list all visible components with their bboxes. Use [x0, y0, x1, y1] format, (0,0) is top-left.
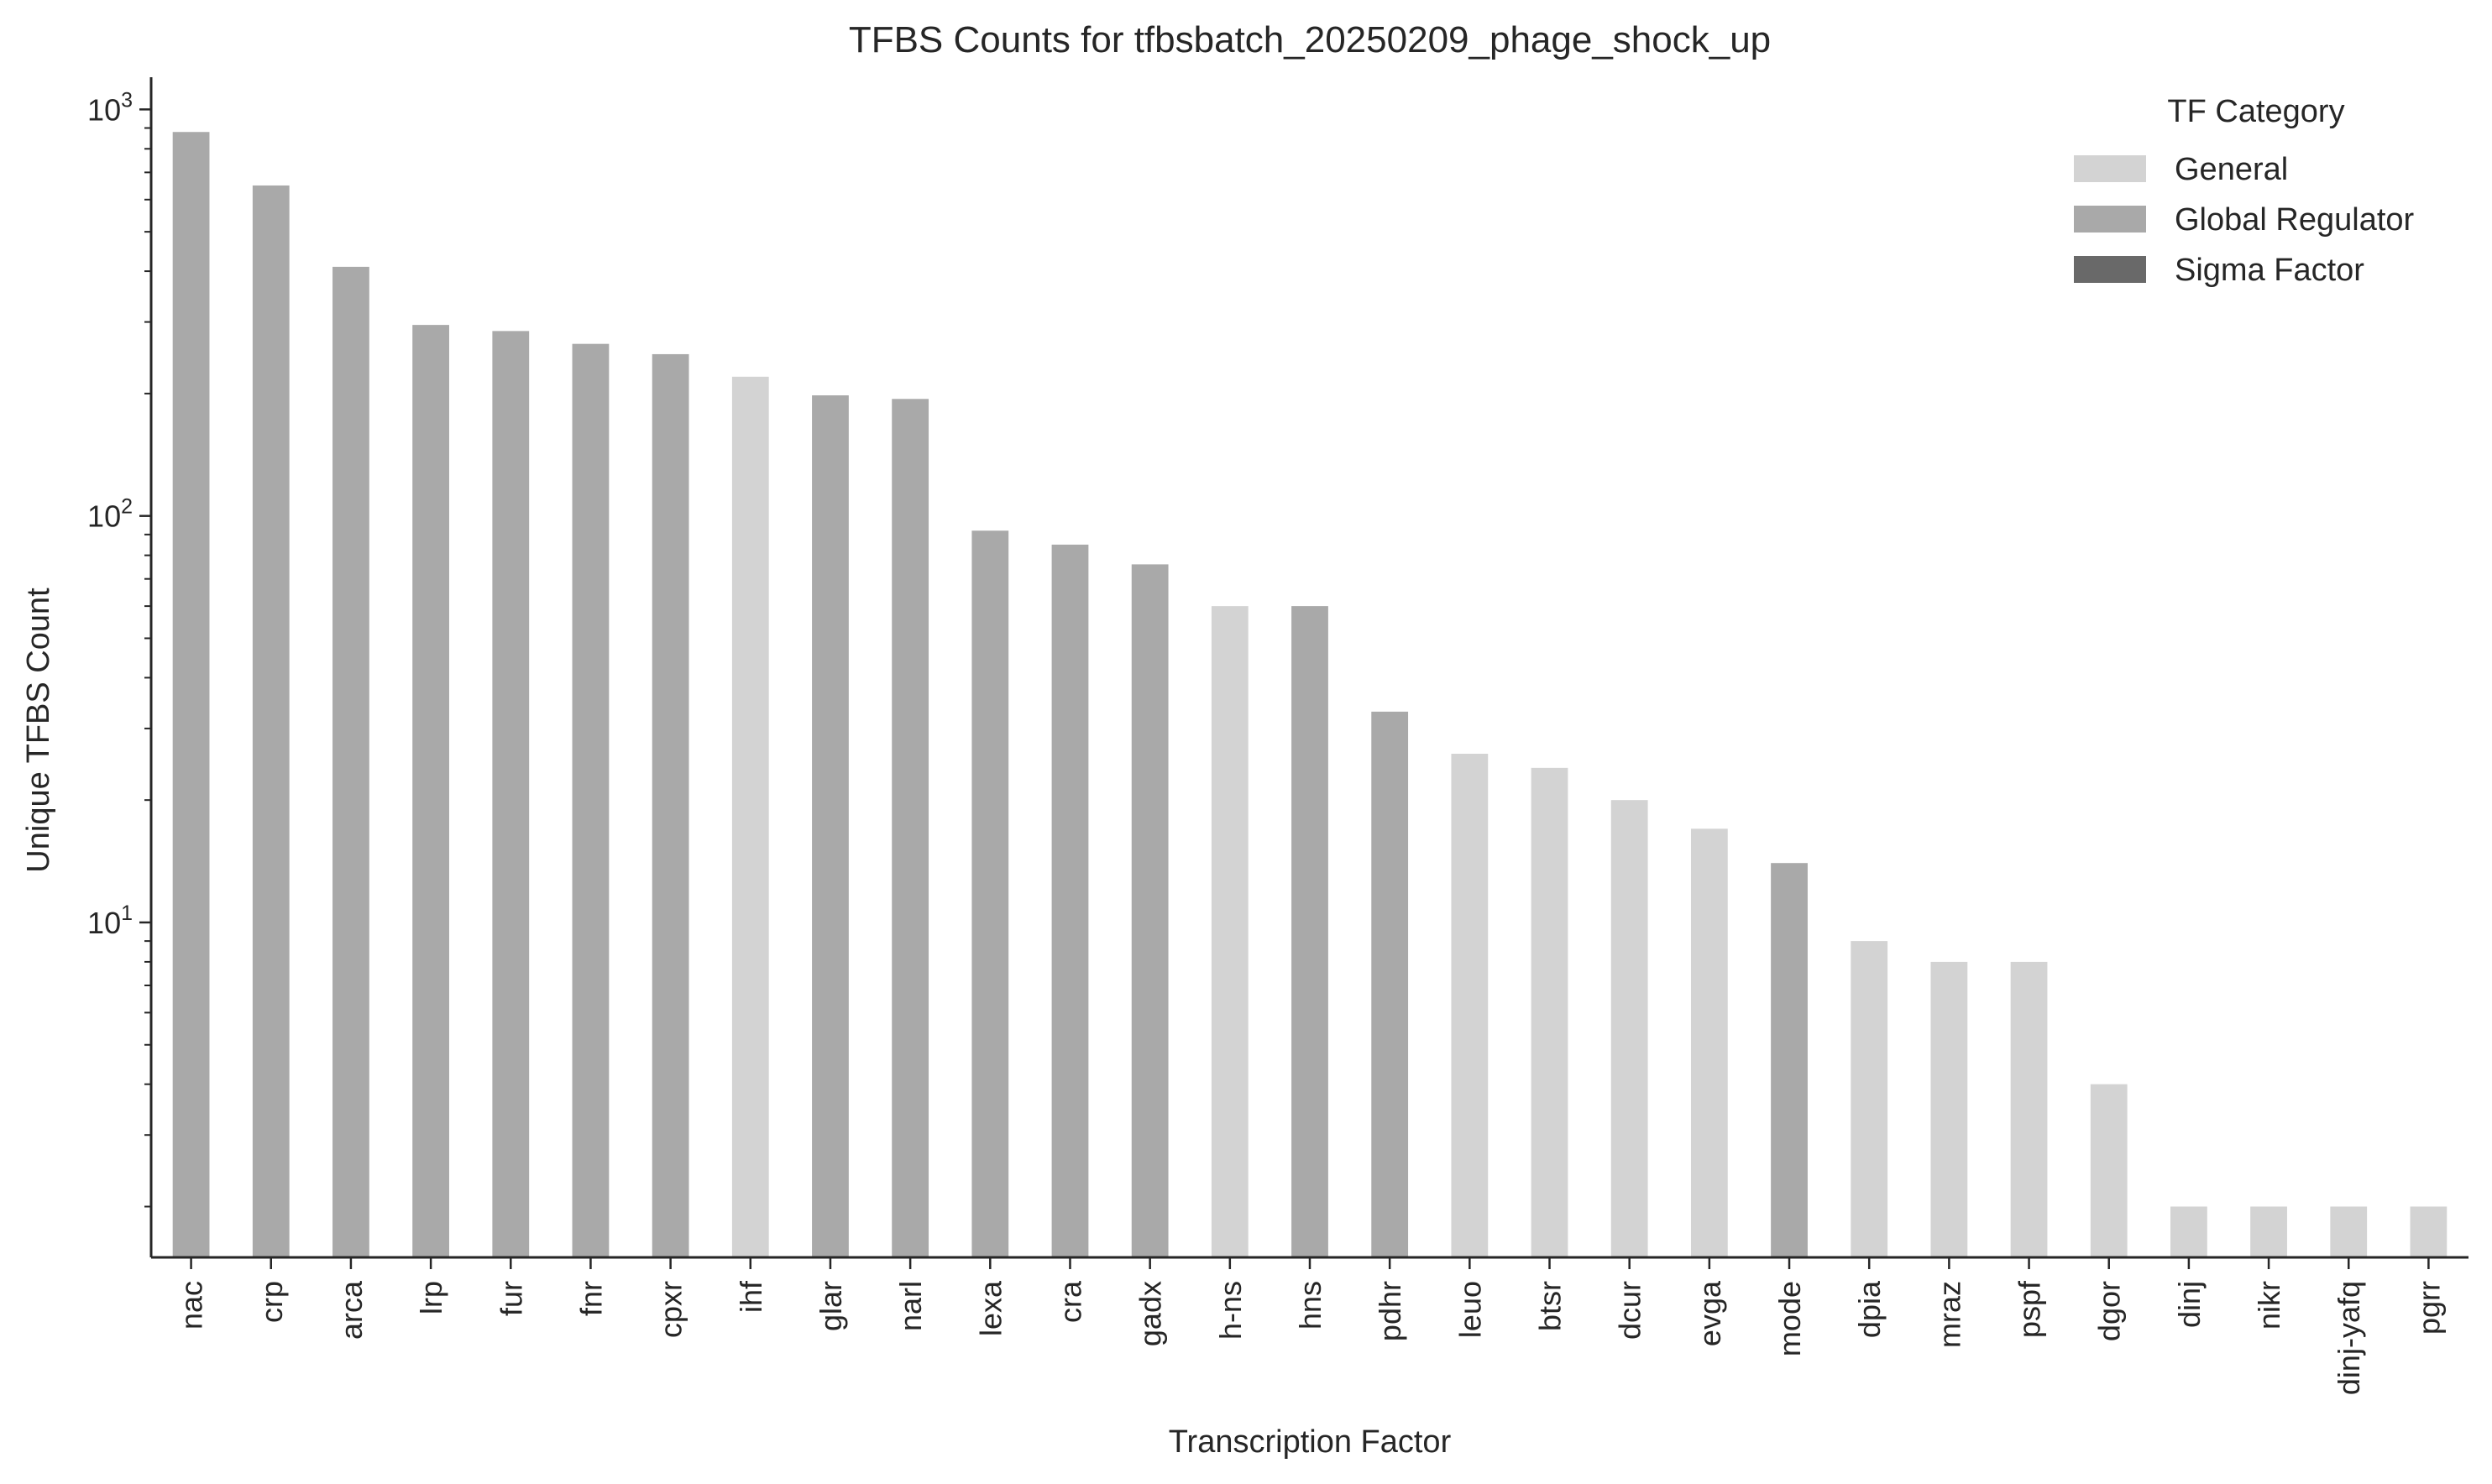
bar-evga: [1690, 828, 1728, 1257]
bar-lrp: [412, 325, 449, 1257]
bar-dcur: [1610, 800, 1648, 1257]
bar-mraz: [1930, 961, 1968, 1257]
x-tick-label-glar: glar: [814, 1281, 848, 1331]
bar-narl: [892, 399, 929, 1257]
x-tick-label-h-ns: h-ns: [1213, 1281, 1248, 1340]
bar-pspf: [2010, 961, 2048, 1257]
x-tick-label-leuo: leuo: [1453, 1281, 1487, 1338]
legend-label-global-regulator: Global Regulator: [2175, 202, 2415, 238]
bar-nac: [172, 132, 210, 1257]
bar-dpia: [1851, 941, 1888, 1257]
x-tick-label-fnr: fnr: [573, 1281, 608, 1316]
x-tick-label-dinj-yafq: dinj-yafq: [2332, 1281, 2366, 1395]
bar-gadx: [1131, 564, 1169, 1257]
x-tick-label-cra: cra: [1053, 1280, 1087, 1323]
bar-mode: [1771, 863, 1808, 1257]
y-axis-label: Unique TFBS Count: [21, 588, 56, 873]
bars-group: [172, 132, 2448, 1258]
bar-glar: [812, 395, 849, 1257]
bar-cra: [1051, 544, 1089, 1257]
bar-crp: [252, 185, 290, 1257]
x-tick-label-arca: arca: [334, 1280, 369, 1340]
legend-swatch-sigma-factor: [2074, 256, 2146, 283]
y-axis: 101 102 103: [87, 77, 153, 1257]
x-axis-label: Transcription Factor: [1169, 1424, 1452, 1460]
x-tick-label-pdhr: pdhr: [1373, 1281, 1407, 1341]
y-tick-label: 103: [87, 88, 133, 127]
bar-cpxr: [652, 353, 689, 1257]
x-tick-label-fur: fur: [494, 1281, 528, 1316]
bar-nikr: [2250, 1206, 2287, 1257]
bar-lexa: [971, 530, 1009, 1257]
bar-btsr: [1531, 767, 1568, 1257]
bar-leuo: [1451, 753, 1489, 1257]
x-axis: nac crp arca lrp fur fnr cpxr ihf glar narl lexa cr…: [151, 1256, 2468, 1395]
x-tick-label-ihf: ihf: [734, 1280, 768, 1313]
x-tick-label-pgrr: pgrr: [2411, 1281, 2446, 1335]
x-tick-label-dcur: dcur: [1613, 1281, 1647, 1340]
x-tick-label-gadx: gadx: [1133, 1281, 1168, 1346]
x-tick-label-mode: mode: [1772, 1281, 1807, 1356]
x-tick-label-btsr: btsr: [1533, 1281, 1568, 1331]
legend-label-general: General: [2175, 152, 2288, 187]
bar-fnr: [572, 343, 610, 1258]
bar-ihf: [731, 376, 769, 1257]
bar-hns: [1291, 606, 1328, 1257]
legend-title: TF Category: [2167, 94, 2344, 129]
x-tick-label-nac: nac: [175, 1281, 209, 1330]
bar-dinj-yafq: [2330, 1206, 2368, 1257]
x-tick-label-lrp: lrp: [414, 1281, 448, 1314]
x-tick-label-nikr: nikr: [2252, 1281, 2286, 1330]
x-tick-label-narl: narl: [893, 1281, 928, 1331]
x-tick-label-dinj: dinj: [2172, 1281, 2207, 1328]
legend-swatch-general: [2074, 155, 2146, 182]
x-tick-label-dpia: dpia: [1852, 1280, 1887, 1338]
x-tick-label-hns: hns: [1293, 1281, 1327, 1330]
bar-dinj: [2170, 1206, 2207, 1257]
bar-fur: [492, 331, 530, 1258]
chart-title: TFBS Counts for tfbsbatch_20250209_phage…: [849, 19, 1771, 60]
bar-dgor: [2090, 1084, 2128, 1257]
x-tick-label-mraz: mraz: [1932, 1281, 1966, 1348]
y-tick-label: 102: [87, 495, 133, 534]
bar-pgrr: [2410, 1206, 2448, 1257]
bar-pdhr: [1371, 711, 1409, 1257]
legend: TF Category General Global Regulator Sigma …: [2074, 94, 2415, 288]
x-tick-label-crp: crp: [254, 1281, 289, 1323]
x-tick-label-dgor: dgor: [2092, 1281, 2127, 1341]
y-tick-label: 101: [87, 901, 133, 940]
legend-swatch-global-regulator: [2074, 206, 2146, 233]
x-tick-label-cpxr: cpxr: [654, 1281, 688, 1338]
x-tick-label-pspf: pspf: [2013, 1280, 2047, 1338]
x-tick-label-lexa: lexa: [973, 1280, 1008, 1336]
bar-arca: [332, 266, 369, 1258]
x-tick-label-evga: evga: [1693, 1280, 1727, 1346]
bar-h-ns: [1211, 606, 1249, 1257]
legend-label-sigma-factor: Sigma Factor: [2175, 253, 2364, 288]
